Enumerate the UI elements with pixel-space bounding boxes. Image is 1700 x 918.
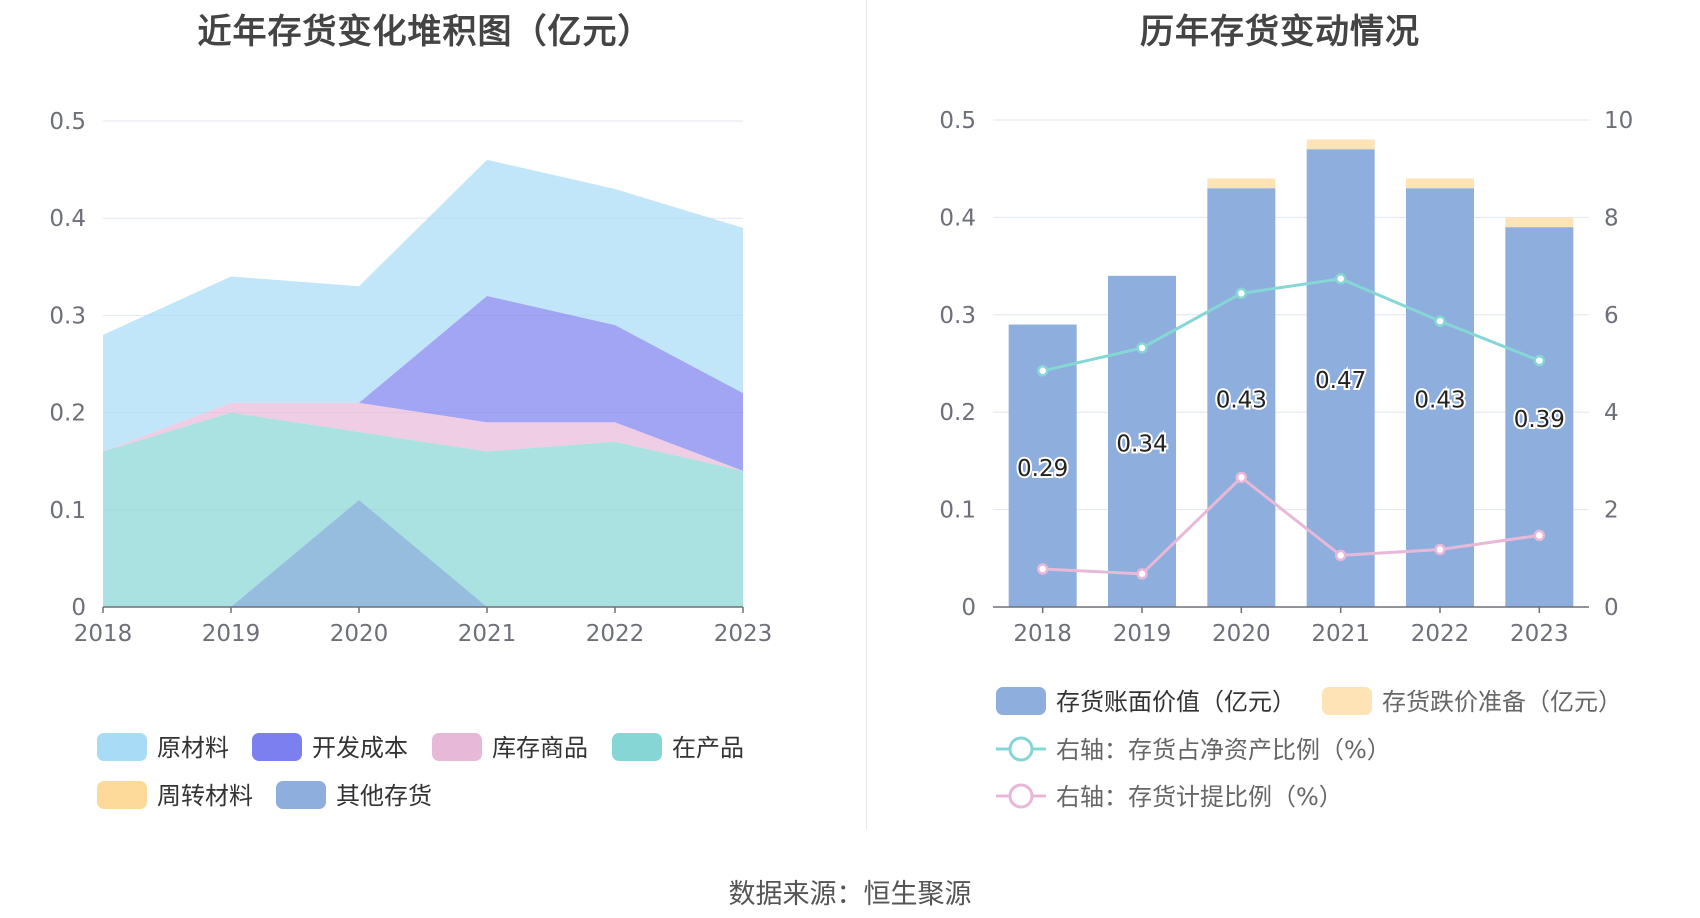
line-provision-ratio-point	[1235, 471, 1248, 484]
bar-value-label: 0.34	[1116, 431, 1167, 457]
y2-tick-label: 4	[1604, 400, 1619, 426]
y-tick-label: 0.2	[939, 400, 976, 426]
bar-value-label: 0.43	[1216, 388, 1267, 414]
x-tick-label: 2022	[586, 621, 645, 647]
legend-label: 在产品	[672, 734, 744, 762]
line-inventory-net-asset-ratio-point	[1334, 273, 1347, 285]
legend-label: 其他存货	[336, 782, 432, 810]
line-provision-ratio-point	[1136, 568, 1148, 580]
y2-tick-label: 10	[1604, 108, 1633, 134]
y-tick-label: 0.4	[939, 205, 976, 231]
x-tick-label: 2019	[1113, 621, 1172, 647]
y2-tick-label: 2	[1604, 498, 1619, 524]
line-inventory-net-asset-ratio-point	[1533, 354, 1546, 367]
x-tick-label: 2023	[1510, 621, 1569, 647]
legend-swatch	[432, 733, 482, 761]
legend-label: 右轴：存货占净资产比例（%）	[1056, 736, 1391, 764]
legend-label: 开发成本	[312, 734, 408, 762]
bar-provision	[1306, 139, 1375, 150]
y-tick-label: 0	[961, 595, 976, 621]
bar-book-value	[1306, 149, 1375, 607]
x-tick-label: 2021	[1311, 621, 1370, 647]
y2-tick-label: 0	[1604, 595, 1619, 621]
line-provision-ratio-point	[1036, 563, 1049, 575]
bar-provision	[1505, 217, 1574, 228]
bar-provision	[1207, 178, 1276, 189]
x-tick-label: 2019	[202, 621, 261, 647]
line-provision-ratio-point	[1533, 529, 1546, 542]
area-raw-materials	[103, 159, 743, 452]
legend-swatch	[97, 733, 147, 761]
legend-label: 存货账面价值（亿元）	[1056, 688, 1296, 716]
right-chart-title: 历年存货变动情况	[1140, 12, 1420, 52]
bar-value-label: 0.39	[1514, 407, 1565, 433]
y-tick-label: 0.1	[939, 498, 976, 524]
y2-tick-label: 8	[1604, 205, 1619, 231]
area-stock-goods	[103, 402, 743, 471]
line-inventory-net-asset-ratio-point	[1136, 342, 1148, 354]
panel-divider	[866, 0, 867, 830]
x-tick-label: 2018	[74, 621, 133, 647]
y-tick-label: 0.1	[49, 498, 86, 524]
area-wip	[103, 412, 743, 607]
legend-marker	[1008, 736, 1034, 762]
bar-provision	[1406, 178, 1474, 189]
y-tick-label: 0.5	[939, 108, 976, 134]
y-tick-label: 0.3	[939, 303, 976, 329]
x-tick-label: 2023	[714, 621, 773, 647]
bar-value-label: 0.47	[1315, 368, 1366, 394]
y-tick-label: 0.5	[49, 109, 86, 135]
y-tick-label: 0	[71, 595, 86, 621]
legend-swatch	[1322, 687, 1372, 715]
legend-label: 右轴：存货计提比例（%）	[1056, 783, 1343, 811]
line-inventory-net-asset-ratio-point	[1235, 287, 1248, 300]
bar-value-label: 0.43	[1414, 388, 1465, 414]
right-bar-line-chart: 0 0.1 0.2 0.3 0.4 0.5 0 2 4 6 8 10 2018 2019 2020 2021 2…	[939, 108, 1633, 811]
left-area-chart: 0 0.1 0.2 0.3 0.4 0.5 2018 2019 2020 2021 2022 2023…	[49, 109, 773, 810]
left-chart-title: 近年存货变化堆积图（亿元）	[197, 12, 653, 52]
legend-label: 存货跌价准备（亿元）	[1382, 688, 1622, 716]
line-inventory-net-asset-ratio	[1042, 277, 1540, 373]
bar-book-value	[1505, 227, 1574, 607]
bar-book-value	[1207, 188, 1276, 607]
legend-label: 周转材料	[157, 782, 253, 810]
legend-swatch	[97, 781, 147, 809]
x-tick-label: 2021	[458, 621, 517, 647]
y-tick-label: 0.2	[49, 401, 86, 427]
legend-swatch	[612, 733, 662, 761]
legend-label: 库存商品	[492, 734, 588, 762]
line-provision-ratio-point	[1434, 543, 1446, 556]
line-inventory-net-asset-ratio-point	[1434, 315, 1446, 327]
y-tick-label: 0.3	[49, 303, 86, 329]
line-provision-ratio-point	[1334, 549, 1347, 562]
legend-swatch	[996, 687, 1046, 715]
legend-label: 原材料	[157, 734, 229, 762]
line-inventory-net-asset-ratio-point	[1036, 365, 1049, 377]
data-source-note: 数据来源：恒生聚源	[728, 879, 972, 910]
area-development-cost	[103, 295, 743, 471]
legend-swatch	[276, 781, 326, 809]
legend-swatch	[252, 733, 302, 761]
x-tick-label: 2020	[330, 621, 389, 647]
y-tick-label: 0.4	[49, 206, 86, 232]
x-tick-label: 2022	[1411, 621, 1470, 647]
x-tick-label: 2020	[1212, 621, 1271, 647]
legend-marker	[1008, 783, 1034, 809]
bar-book-value	[1406, 188, 1474, 607]
x-tick-label: 2018	[1013, 621, 1072, 647]
bar-value-label: 0.29	[1017, 456, 1068, 482]
area-other-inventory	[103, 500, 743, 607]
y2-tick-label: 6	[1604, 303, 1619, 329]
line-provision-ratio	[1042, 475, 1540, 576]
